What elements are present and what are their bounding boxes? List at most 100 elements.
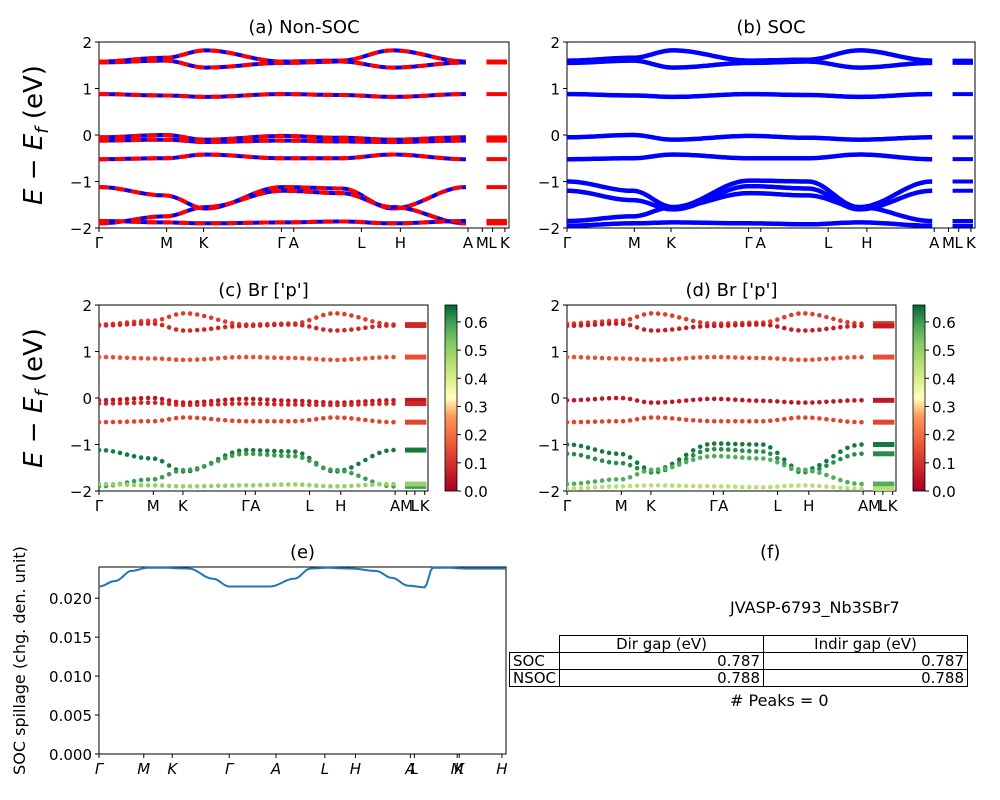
band-point [655, 467, 661, 473]
band-point [250, 483, 256, 488]
panel-f-title-text: (f) [760, 542, 781, 563]
y-axis-label-sub: f [32, 125, 53, 134]
band-point [110, 401, 116, 406]
x-tick-label: A [718, 497, 729, 515]
band-point [789, 483, 794, 489]
band-point [740, 355, 745, 361]
y-tick-label: 2 [82, 297, 92, 315]
band-point [173, 357, 179, 363]
band-point [852, 354, 857, 360]
band-point [377, 482, 382, 487]
band-point [138, 321, 144, 327]
band-point [775, 417, 780, 423]
band-point [690, 452, 696, 458]
band-point [229, 483, 235, 488]
band-point [152, 356, 158, 361]
colorbar-tick-label: 0.0 [464, 483, 488, 501]
band-point [279, 453, 284, 459]
band-point [627, 322, 633, 328]
band-point [641, 483, 647, 488]
band-point [99, 323, 102, 328]
band-point [272, 448, 277, 454]
band-point [356, 416, 361, 422]
band-point [641, 469, 647, 474]
band-point [859, 398, 864, 403]
band-point [279, 355, 284, 361]
x-tick-label: A [929, 234, 940, 252]
band-point [335, 484, 340, 489]
band-point [690, 397, 696, 403]
band-point [173, 415, 179, 421]
band-point [349, 327, 354, 332]
x-tick-label: L [488, 234, 497, 252]
x-tick-label: K [178, 497, 189, 515]
band-point [697, 418, 703, 424]
band-point [391, 354, 396, 360]
band-point [690, 355, 696, 361]
band-point [676, 398, 682, 404]
x-tick-label: H [350, 760, 361, 778]
band-point [796, 400, 801, 405]
band-point [754, 456, 759, 461]
band-point [578, 355, 584, 360]
band-point [683, 483, 689, 489]
band-point [152, 318, 158, 323]
band-point [567, 419, 570, 425]
band-point [613, 484, 619, 489]
band-point [782, 314, 787, 320]
band-point [627, 418, 633, 423]
band-point [187, 484, 193, 489]
colorbar-tick-label: 0.6 [932, 314, 956, 332]
band-point [803, 483, 808, 488]
band-point [342, 483, 347, 489]
band-point [250, 401, 256, 406]
band-point [243, 323, 249, 329]
band-point [662, 483, 668, 488]
band-point [606, 356, 612, 361]
y-tick-label: −2 [70, 220, 92, 238]
band-point [363, 356, 368, 361]
band-point [704, 454, 710, 459]
band-point [838, 398, 843, 404]
x-tick-label: M [451, 760, 464, 778]
band-point [789, 415, 794, 421]
band-point [859, 354, 864, 360]
band-point [859, 481, 864, 487]
band-point [384, 398, 389, 403]
band-point [363, 401, 368, 407]
band-line-red [99, 188, 466, 226]
header-indir-gap: Indir gap (eV) [763, 635, 969, 653]
panel-title-a: (a) Non-SOC [248, 17, 359, 38]
band-point [286, 322, 291, 327]
band-point [655, 357, 661, 363]
colorbar-tick-label: 0.2 [464, 427, 488, 445]
band-point [831, 356, 836, 361]
row-label-soc: SOC [508, 652, 561, 670]
band-point [166, 314, 172, 320]
band-point [145, 419, 151, 424]
band-point [194, 327, 200, 333]
band-point [257, 448, 263, 453]
band-point [754, 449, 759, 454]
band-point [697, 444, 703, 450]
band-point [585, 322, 591, 328]
band-point [627, 396, 633, 402]
band-point [824, 326, 829, 332]
colorbar-tick-label: 0.1 [464, 455, 488, 473]
band-point [321, 312, 326, 318]
x-tick-label: Γ [744, 234, 753, 252]
band-point [180, 484, 186, 489]
band-point [845, 319, 850, 325]
band-point [810, 468, 815, 474]
band-point [669, 356, 675, 362]
band-point [683, 417, 689, 423]
band-point [173, 327, 179, 332]
colorbar-tick-label: 0.3 [464, 398, 488, 416]
band-point [838, 456, 843, 462]
band-point [117, 401, 123, 406]
band-point [377, 398, 382, 403]
band-point [690, 324, 696, 330]
band-segment [872, 442, 895, 447]
x-tick-label: H [861, 234, 872, 252]
y-tick-label: 0 [550, 127, 560, 145]
